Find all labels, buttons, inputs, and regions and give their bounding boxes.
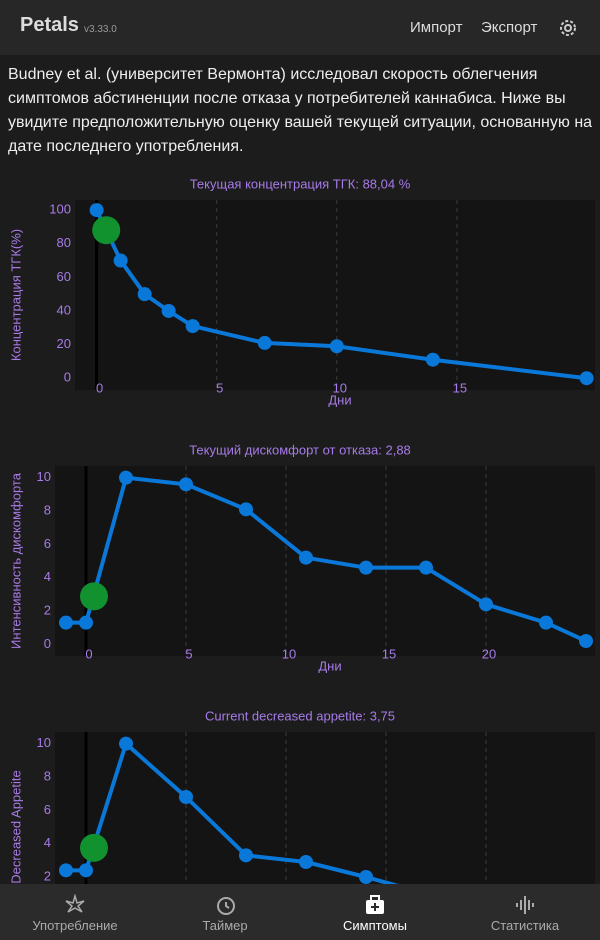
data-point <box>257 335 272 350</box>
data-point <box>59 615 73 630</box>
intro-text: Budney et al. (университет Вермонта) исс… <box>8 66 593 155</box>
data-point <box>137 287 152 302</box>
data-point <box>119 736 133 751</box>
x-tick-label: 0 <box>96 380 103 395</box>
plot-area <box>55 732 595 884</box>
nav-icon <box>65 894 85 913</box>
data-point <box>59 863 73 878</box>
y-tick-label: 60 <box>57 269 71 284</box>
app-version: v3.33.0 <box>84 24 117 35</box>
header: Petals v3.33.0 Импорт Экспорт <box>0 0 600 55</box>
x-tick-label: 0 <box>85 646 92 661</box>
charts: Текущая концентрация ТГК: 88,04 % 0 5 10 15 0… <box>8 176 595 884</box>
y-tick-label: 0 <box>64 370 71 385</box>
data-point <box>239 502 253 517</box>
y-axis-label: Концентрация ТГК(%) <box>8 229 23 361</box>
data-point <box>185 319 200 334</box>
nav-item[interactable]: Статистика <box>450 884 600 940</box>
data-point <box>299 855 313 869</box>
y-tick-label: 100 <box>49 202 71 217</box>
current-point <box>92 216 121 245</box>
app-title: Petals <box>20 14 79 36</box>
y-tick-label: 6 <box>44 536 51 551</box>
y-tick-label: 4 <box>44 835 51 850</box>
data-point <box>179 477 193 492</box>
nav-item[interactable]: Симптомы <box>300 884 450 940</box>
x-axis-label: Дни <box>328 392 351 407</box>
y-tick-label: 20 <box>57 336 71 351</box>
nav-icon <box>217 897 235 915</box>
y-axis-label: Интенсивность дискомфорта <box>8 472 23 649</box>
data-point <box>119 470 133 485</box>
data-point <box>419 560 433 575</box>
x-tick-label: 15 <box>382 646 396 661</box>
chart-title: Текущий дискомфорт от отказа: 2,88 <box>189 442 411 457</box>
nav-label: Таймер <box>202 918 248 933</box>
x-tick-label: 5 <box>185 646 192 661</box>
y-tick-label: 80 <box>57 235 71 250</box>
y-axis-label: Decreased Appetite <box>8 770 23 883</box>
nav-icon <box>366 895 384 914</box>
x-tick-label: 15 <box>453 380 467 395</box>
y-tick-label: 4 <box>44 569 51 584</box>
plot-area <box>75 200 595 390</box>
data-point <box>359 560 373 575</box>
x-tick-label: 10 <box>282 646 296 661</box>
nav-label: Статистика <box>490 918 560 933</box>
bottom-nav: Употребление Таймер Симптомы Статистика <box>0 884 600 940</box>
y-tick-label: 6 <box>44 802 51 817</box>
y-tick-label: 2 <box>44 602 51 617</box>
data-point <box>329 339 344 354</box>
data-point <box>79 863 93 878</box>
menu-import[interactable]: Импорт <box>410 19 463 36</box>
data-point <box>113 253 128 268</box>
current-point <box>80 582 108 611</box>
x-axis-label: Дни <box>318 658 341 673</box>
x-tick-label: 5 <box>216 380 223 395</box>
current-point <box>80 833 108 862</box>
y-tick-label: 2 <box>44 868 51 883</box>
data-point <box>299 550 313 565</box>
x-tick-label: 10 <box>333 380 347 395</box>
data-point <box>179 790 193 804</box>
chart-title: Текущая концентрация ТГК: 88,04 % <box>190 176 411 191</box>
y-tick-label: 0 <box>44 636 51 651</box>
x-tick-label: 20 <box>482 646 496 661</box>
nav-icon <box>516 896 534 914</box>
nav-label: Симптомы <box>343 918 407 933</box>
nav-label: Употребление <box>32 918 118 933</box>
data-point <box>539 615 553 630</box>
data-point <box>161 303 176 318</box>
data-point <box>89 203 104 218</box>
data-point <box>239 848 253 863</box>
nav-item[interactable]: Употребление <box>0 884 150 940</box>
data-point <box>479 597 493 612</box>
menu-export[interactable]: Экспорт <box>481 19 538 36</box>
data-point <box>579 371 594 386</box>
chart-title: Current decreased appetite: 3,75 <box>205 708 395 723</box>
y-tick-label: 10 <box>37 735 51 750</box>
y-tick-label: 8 <box>44 768 51 783</box>
data-point <box>425 352 440 367</box>
settings-icon[interactable] <box>557 17 579 39</box>
data-point <box>579 634 593 648</box>
y-tick-label: 8 <box>44 502 51 517</box>
y-tick-label: 10 <box>37 469 51 484</box>
data-point <box>79 615 93 630</box>
data-point <box>359 870 373 884</box>
nav-item[interactable]: Таймер <box>150 884 300 940</box>
y-tick-label: 40 <box>57 302 71 317</box>
